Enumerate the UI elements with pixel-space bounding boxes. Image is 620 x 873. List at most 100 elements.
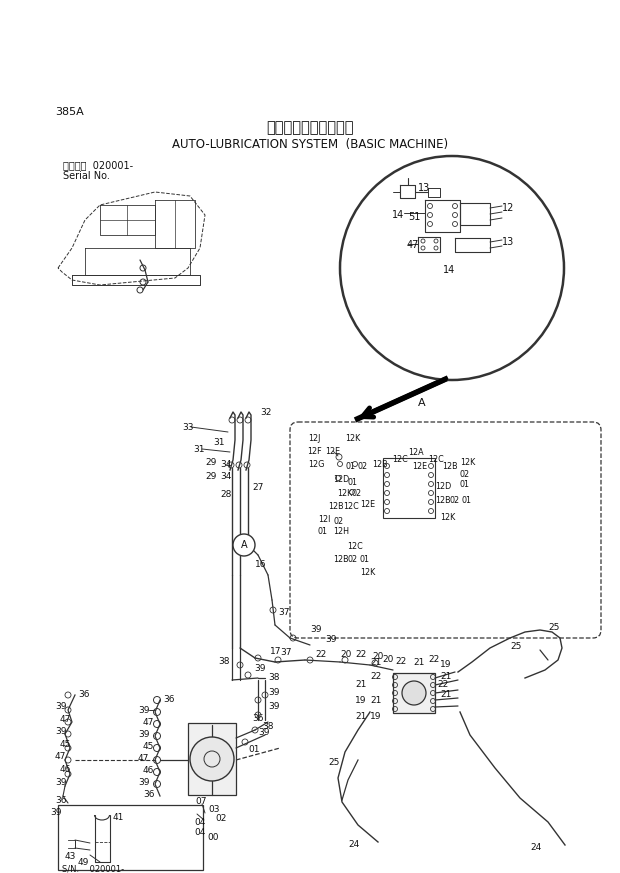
Text: A: A	[241, 540, 247, 550]
Text: 19: 19	[440, 660, 451, 669]
Bar	[393, 673, 435, 713]
Bar	[383, 458, 435, 518]
Text: 12A: 12A	[408, 448, 423, 457]
Text: 39: 39	[55, 778, 66, 787]
Text: 47: 47	[407, 240, 419, 250]
Text: 03: 03	[208, 805, 219, 814]
Text: 22: 22	[395, 657, 406, 666]
Text: 12B: 12B	[442, 462, 458, 471]
Text: 02: 02	[347, 555, 357, 564]
Text: 38: 38	[218, 657, 229, 666]
Text: 12K: 12K	[360, 568, 375, 577]
Text: 01: 01	[460, 480, 470, 489]
Text: 47: 47	[55, 752, 66, 761]
Text: 21: 21	[370, 696, 381, 705]
Text: 43: 43	[65, 852, 76, 861]
Text: 17: 17	[270, 647, 281, 656]
Text: 00: 00	[207, 833, 218, 842]
Text: 04: 04	[194, 818, 205, 827]
Text: 22: 22	[437, 680, 448, 689]
Text: 12F: 12F	[307, 447, 322, 456]
Text: 36: 36	[78, 690, 89, 699]
Text: 39: 39	[138, 778, 149, 787]
Text: 14: 14	[443, 265, 455, 275]
Text: 25: 25	[548, 623, 559, 632]
Text: 12C: 12C	[428, 455, 444, 464]
Text: Serial No.: Serial No.	[63, 171, 110, 181]
Text: 12E: 12E	[412, 462, 427, 471]
Text: 01: 01	[348, 478, 358, 487]
Text: 47: 47	[143, 718, 154, 727]
Text: 12K: 12K	[345, 434, 360, 443]
Text: 01: 01	[318, 527, 328, 536]
Text: 22: 22	[355, 650, 366, 659]
Text: 12G: 12G	[308, 460, 324, 469]
Text: 02: 02	[215, 814, 226, 823]
Text: 33: 33	[182, 423, 193, 432]
Text: 39: 39	[50, 808, 61, 817]
Text: AUTO-LUBRICATION SYSTEM  (BASIC MACHINE): AUTO-LUBRICATION SYSTEM (BASIC MACHINE)	[172, 138, 448, 151]
Text: 49: 49	[78, 858, 89, 867]
Text: 25: 25	[328, 758, 339, 767]
Text: 39: 39	[138, 706, 149, 715]
Text: 適用号機  020001-: 適用号機 020001-	[63, 160, 133, 170]
Text: 12E: 12E	[325, 447, 340, 456]
Text: 21: 21	[440, 672, 451, 681]
Text: 02: 02	[358, 462, 368, 471]
Text: S/N.    020001-: S/N. 020001-	[62, 865, 124, 873]
Text: 39: 39	[268, 688, 280, 697]
Text: 02: 02	[352, 489, 362, 498]
Text: 38: 38	[268, 673, 280, 682]
Text: 12C: 12C	[392, 455, 408, 464]
Text: 12B: 12B	[328, 502, 343, 511]
Text: 01: 01	[248, 745, 260, 754]
Text: 12B: 12B	[435, 496, 451, 505]
Text: 39: 39	[254, 664, 265, 673]
Text: 12I: 12I	[318, 515, 330, 524]
Text: 45: 45	[143, 742, 154, 751]
Text: 24: 24	[348, 840, 359, 849]
Text: 32: 32	[260, 408, 272, 417]
Text: 01: 01	[345, 462, 355, 471]
Text: 20: 20	[340, 650, 352, 659]
Text: 13: 13	[502, 237, 514, 247]
Text: 28: 28	[220, 490, 231, 499]
Text: 39: 39	[55, 727, 66, 736]
Text: 46: 46	[60, 765, 71, 774]
Text: 22: 22	[370, 672, 381, 681]
Text: 45: 45	[60, 740, 71, 749]
Text: 37: 37	[278, 608, 290, 617]
Circle shape	[190, 737, 234, 781]
Text: 21: 21	[440, 690, 451, 699]
Circle shape	[233, 534, 255, 556]
Text: 04: 04	[194, 828, 205, 837]
Text: 19: 19	[355, 696, 366, 705]
Text: 385A: 385A	[55, 107, 84, 117]
Text: 12B: 12B	[372, 460, 388, 469]
Text: 21: 21	[370, 658, 381, 667]
Text: 39: 39	[268, 702, 280, 711]
Text: 02: 02	[333, 517, 343, 526]
Text: 12: 12	[502, 203, 515, 213]
Text: 24: 24	[530, 843, 541, 852]
Text: 41: 41	[113, 813, 125, 822]
Text: 12D: 12D	[435, 482, 451, 491]
Text: 21: 21	[355, 680, 366, 689]
Text: 12K: 12K	[460, 458, 476, 467]
Text: 12D: 12D	[333, 475, 349, 484]
Text: 16: 16	[255, 560, 267, 569]
Text: 36: 36	[143, 790, 154, 799]
Text: 27: 27	[252, 483, 264, 492]
Text: 34: 34	[220, 460, 231, 469]
Bar	[188, 723, 236, 795]
Text: 21: 21	[355, 712, 366, 721]
Text: 31: 31	[213, 438, 224, 447]
Text: 38: 38	[262, 722, 273, 731]
Text: 02: 02	[450, 496, 460, 505]
Text: 自動給脂装置（本体）: 自動給脂装置（本体）	[266, 120, 354, 135]
Text: 12C: 12C	[347, 542, 363, 551]
Text: 12K: 12K	[440, 513, 455, 522]
Text: A: A	[418, 398, 425, 408]
Text: 22: 22	[315, 650, 326, 659]
Text: 07: 07	[195, 797, 206, 806]
